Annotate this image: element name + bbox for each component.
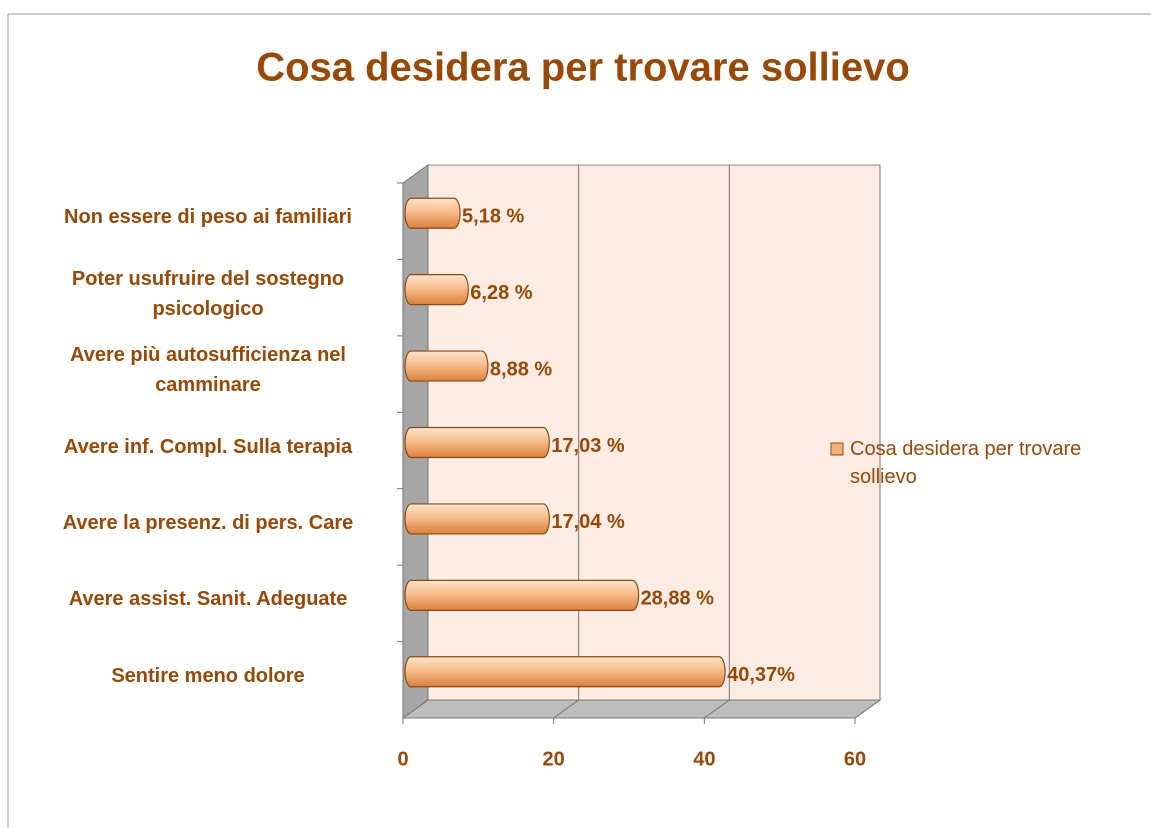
grid-line — [854, 165, 881, 719]
grid-line — [553, 165, 580, 719]
x-tick-label: 20 — [543, 748, 565, 770]
y-tick-label: Avere inf. Compl. Sulla terapia — [63, 435, 353, 458]
floor — [401, 699, 882, 719]
y-tick-label: Avere la presenz. di pers. Care — [62, 511, 354, 534]
bar — [404, 579, 640, 611]
bar — [404, 350, 489, 382]
plot-area: 0 20 40 60 5,18 % 6,28 % 8,88 % 17,03 % 17,04 % 2… — [397, 164, 882, 770]
data-label: 17,03 % — [551, 435, 625, 457]
grid-line — [402, 165, 429, 719]
data-label: 28,88 % — [641, 588, 715, 610]
x-tick-label: 0 — [397, 748, 408, 770]
y-tick-label: Poter usufruire del sostegno psicologico — [71, 267, 345, 320]
legend-swatch — [830, 442, 844, 456]
x-tick-label: 40 — [693, 748, 715, 770]
data-label: 8,88 % — [490, 358, 552, 380]
y-tick-label: Sentire meno dolore — [111, 664, 305, 687]
data-label: 17,04 % — [551, 511, 625, 533]
bar — [404, 197, 461, 229]
data-label: 5,18 % — [462, 205, 524, 227]
chart-title: Cosa desidera per trovare sollievo — [256, 46, 910, 90]
bar — [404, 426, 550, 459]
grid-line — [704, 165, 730, 719]
data-label: 40,37% — [727, 664, 795, 686]
y-tick-label: Avere più autosufficienza nel camminare — [70, 344, 346, 397]
data-label: 6,28 % — [470, 282, 532, 304]
bar — [404, 274, 469, 306]
x-tick-label: 60 — [844, 748, 866, 770]
bar — [404, 503, 550, 535]
y-tick-label: Avere assist. Sanit. Adeguate — [68, 588, 348, 611]
bar — [404, 656, 726, 688]
legend-label: Cosa desidera per trovare sollievo — [850, 438, 1082, 488]
y-tick-label: Non essere di peso ai familiari — [64, 206, 352, 229]
